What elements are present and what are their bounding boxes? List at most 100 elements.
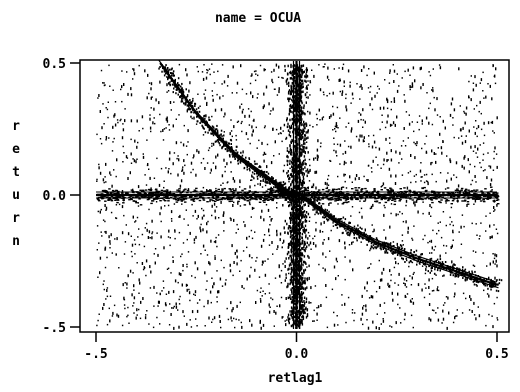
data-point (308, 243, 310, 247)
data-point (273, 88, 276, 90)
data-point (306, 85, 308, 88)
data-point (99, 271, 101, 275)
data-point (300, 67, 302, 71)
data-point (294, 221, 296, 224)
data-point (391, 199, 394, 201)
data-point (303, 304, 305, 308)
data-point (430, 206, 433, 209)
data-point (289, 225, 291, 228)
data-point (372, 320, 374, 324)
data-point (475, 189, 479, 191)
data-point (300, 134, 302, 138)
data-point (277, 133, 280, 135)
data-point (259, 64, 262, 67)
data-point (110, 200, 114, 202)
data-point (121, 136, 124, 140)
data-point (314, 196, 318, 198)
data-point (180, 179, 183, 183)
data-point (262, 238, 265, 242)
data-point (106, 289, 108, 292)
data-point (104, 231, 106, 233)
data-point (202, 244, 205, 248)
data-point (366, 179, 368, 181)
data-point (300, 151, 302, 155)
data-point (371, 97, 373, 101)
data-point (421, 147, 423, 150)
data-point (381, 185, 383, 187)
data-point (301, 296, 303, 299)
data-point (101, 189, 105, 192)
data-point (440, 199, 443, 201)
data-point (393, 69, 396, 73)
data-point (288, 204, 290, 208)
data-point (136, 314, 138, 316)
data-point (299, 238, 301, 240)
data-point (289, 262, 291, 265)
data-point (294, 157, 296, 160)
data-point (168, 324, 171, 326)
data-point (301, 293, 303, 296)
data-point (297, 282, 300, 285)
data-point (412, 66, 415, 70)
data-point (193, 189, 197, 191)
data-point (301, 171, 303, 174)
data-point (361, 312, 364, 316)
data-point (362, 126, 364, 128)
data-point (149, 126, 152, 130)
data-point (402, 244, 404, 246)
data-point (151, 232, 153, 235)
data-point (297, 68, 299, 71)
data-point (379, 303, 381, 307)
data-point (454, 189, 458, 192)
data-point (289, 226, 291, 229)
data-point (282, 204, 284, 207)
data-point (181, 97, 183, 101)
data-point (268, 234, 271, 237)
data-point (211, 63, 213, 65)
data-point (288, 297, 291, 299)
data-point (239, 186, 241, 188)
data-point (316, 117, 318, 120)
data-point (138, 292, 140, 294)
data-point (287, 285, 289, 288)
data-point (401, 192, 404, 194)
data-point (289, 199, 293, 201)
data-point (410, 301, 413, 303)
data-point (465, 112, 467, 116)
data-point (424, 234, 426, 237)
data-point (297, 173, 300, 176)
data-point (255, 126, 257, 129)
data-point (300, 79, 303, 83)
data-point (487, 152, 489, 154)
data-point (155, 198, 158, 200)
data-point (424, 272, 427, 275)
data-point (123, 296, 125, 300)
data-point (138, 64, 140, 67)
data-point (208, 261, 210, 265)
data-point (341, 66, 344, 70)
data-point (115, 198, 118, 200)
data-point (294, 292, 296, 296)
data-point (252, 120, 255, 122)
data-point (168, 157, 171, 161)
data-point (475, 284, 477, 286)
data-point (478, 198, 482, 200)
data-point (430, 318, 432, 322)
data-point (291, 214, 294, 218)
data-point (368, 143, 370, 145)
data-point (489, 165, 492, 169)
data-point (431, 190, 434, 192)
data-point (303, 155, 306, 158)
data-point (393, 100, 396, 103)
data-point (178, 272, 181, 276)
data-point (301, 86, 303, 89)
data-point (408, 114, 410, 116)
data-point (431, 309, 434, 311)
data-point (301, 277, 304, 280)
data-point (145, 184, 148, 186)
data-point (142, 153, 144, 155)
data-point (446, 326, 448, 330)
data-point (178, 325, 180, 329)
data-point (436, 114, 439, 116)
data-point (271, 218, 273, 220)
